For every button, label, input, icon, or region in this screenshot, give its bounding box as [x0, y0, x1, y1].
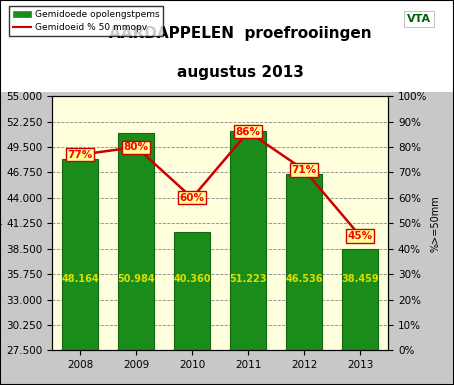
Text: 48.164: 48.164 — [61, 274, 99, 284]
Text: 50.984: 50.984 — [118, 274, 155, 284]
Bar — [62, 159, 99, 385]
Text: 46.536: 46.536 — [286, 274, 323, 284]
Text: 71%: 71% — [291, 165, 317, 175]
Text: VTA: VTA — [407, 14, 431, 24]
Text: 40.360: 40.360 — [173, 274, 211, 284]
Text: 60%: 60% — [180, 193, 205, 203]
Text: 45%: 45% — [348, 231, 373, 241]
Text: augustus 2013: augustus 2013 — [177, 65, 304, 80]
Text: 77%: 77% — [68, 150, 93, 160]
Bar — [118, 133, 154, 385]
Text: 80%: 80% — [123, 142, 149, 152]
Bar — [174, 231, 210, 385]
Text: 86%: 86% — [236, 127, 261, 137]
Text: 51.223: 51.223 — [229, 274, 267, 284]
Legend: Gemidoede opolengstpems, Gemidoeid % 50 mmopv: Gemidoede opolengstpems, Gemidoeid % 50 … — [9, 7, 163, 36]
Bar — [230, 131, 266, 385]
Bar — [286, 174, 322, 385]
Y-axis label: ton/ha: ton/ha — [0, 208, 3, 239]
Bar — [342, 249, 378, 385]
Text: 38.459: 38.459 — [341, 274, 379, 284]
Y-axis label: %>=50mm: %>=50mm — [430, 195, 440, 252]
Text: AARDAPPELEN  proefrooiingen: AARDAPPELEN proefrooiingen — [109, 26, 372, 41]
